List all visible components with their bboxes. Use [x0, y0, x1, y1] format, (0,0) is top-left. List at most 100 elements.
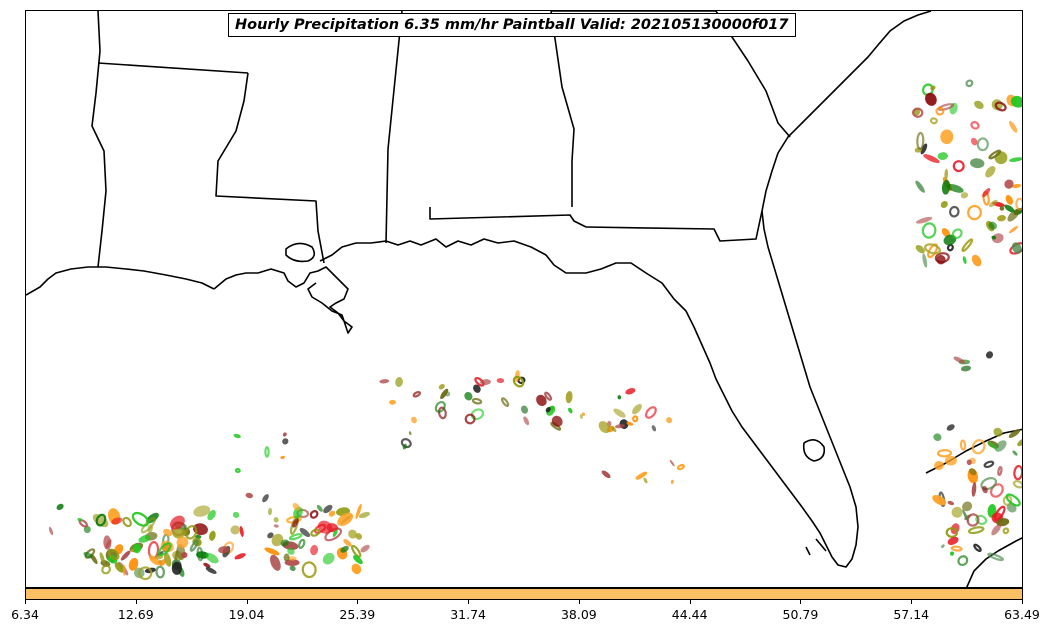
gulf-coastline: [319, 210, 859, 568]
precip-paintball: [464, 391, 473, 401]
precip-paintball: [930, 85, 936, 91]
precip-paintball: [971, 482, 977, 497]
precip-paintball: [632, 415, 639, 423]
precip-paintball: [131, 511, 150, 527]
precip-paintball: [189, 539, 199, 552]
precip-paintball: [967, 526, 985, 535]
precip-paintball: [993, 427, 1003, 437]
precip-paintball: [973, 543, 982, 552]
precip-paintball: [1012, 242, 1022, 254]
precip-paintball: [103, 535, 112, 550]
precip-paintball: [298, 538, 306, 549]
colorbar-tick-mark: [800, 600, 802, 604]
colorbar-tick-label: 19.04: [228, 607, 265, 622]
precip-paintball: [353, 555, 363, 565]
precip-paintball: [611, 426, 617, 433]
precip-paintball: [267, 507, 273, 516]
precip-paintball: [313, 523, 327, 534]
precip-paintball: [944, 455, 957, 466]
precip-paintball: [196, 551, 209, 559]
precip-paintball: [945, 527, 958, 538]
precip-paintball: [464, 413, 476, 425]
title-box: Hourly Precipitation 6.35 mm/hr Paintbal…: [228, 13, 796, 37]
precip-paintball: [966, 459, 972, 466]
precip-paintball: [952, 160, 965, 173]
precip-paintball: [301, 561, 317, 579]
precip-paintball: [1002, 527, 1010, 535]
precip-paintball: [625, 388, 636, 395]
precip-paintball: [122, 564, 126, 577]
colorbar-tick-mark: [578, 600, 580, 604]
precip-paintball: [292, 518, 299, 528]
precip-paintball: [614, 424, 625, 429]
precip-paintball: [262, 494, 269, 503]
precip-paintball: [988, 149, 1002, 160]
precip-paintball: [970, 137, 978, 146]
precip-paintball: [355, 503, 362, 520]
precip-paintball: [644, 406, 657, 419]
colorbar-tick-label: 38.09: [560, 607, 597, 622]
precip-paintball: [132, 543, 142, 554]
precip-paintball: [1007, 208, 1020, 222]
precip-paintball: [95, 513, 107, 527]
precip-paintball: [193, 505, 211, 517]
precip-paintball: [283, 553, 290, 562]
precip-paintball: [218, 546, 230, 554]
atlantic-coastline: [761, 11, 932, 212]
precip-paintball: [299, 527, 311, 538]
precip-paintball: [994, 440, 1007, 452]
precip-paintball: [163, 552, 172, 567]
precip-paintball: [940, 129, 954, 145]
precip-paintball: [120, 550, 131, 561]
precip-paintball: [395, 377, 403, 387]
precip-paintball: [408, 431, 412, 436]
precip-paintball: [169, 515, 185, 530]
precip-paintball: [355, 533, 362, 540]
precip-paintball: [411, 416, 417, 424]
precip-paintball: [402, 443, 407, 450]
precip-paintball: [162, 528, 173, 537]
precip-paintball: [77, 518, 83, 522]
precip-paintball: [288, 533, 303, 541]
precip-paintball: [138, 535, 151, 543]
precip-paintball: [332, 529, 338, 537]
precip-paintball: [520, 405, 529, 414]
precip-paintball: [579, 414, 583, 420]
precip-paintball: [474, 376, 485, 387]
precipitation-paintballs: [48, 79, 1022, 581]
lake-okeechobee: [802, 439, 826, 462]
precip-paintball: [946, 183, 964, 193]
precip-paintball: [496, 378, 505, 384]
precip-paintball: [205, 552, 219, 564]
precip-paintball: [960, 365, 972, 372]
precip-paintball: [282, 438, 289, 445]
precip-paintball: [176, 536, 189, 549]
precip-paintball: [617, 395, 622, 400]
precip-paintball: [921, 222, 937, 239]
precip-paintball: [670, 479, 674, 484]
precip-paintball: [991, 233, 1004, 244]
state-border-la-tx: [91, 11, 107, 268]
precip-paintball: [289, 565, 296, 572]
precip-paintball: [957, 555, 969, 567]
precip-paintball: [288, 556, 297, 561]
precip-paintball: [941, 228, 951, 238]
precip-paintball: [544, 391, 553, 401]
louisiana-lake: [285, 242, 316, 263]
precip-paintball: [1013, 464, 1022, 481]
precip-paintball: [1004, 179, 1014, 189]
precip-paintball: [947, 536, 959, 545]
precip-paintball: [147, 524, 153, 533]
colorbar-tick-label: 50.79: [782, 607, 819, 622]
texas-coastline: [26, 266, 215, 296]
precip-paintball: [933, 433, 942, 441]
precip-paintball: [234, 467, 241, 474]
precip-paintball: [953, 356, 966, 364]
colorbar-tick-label: 6.34: [11, 607, 39, 622]
precip-paintball: [138, 566, 153, 581]
precip-paintball: [951, 506, 963, 518]
precip-paintball: [932, 495, 947, 506]
coastline-and-borders: [26, 11, 1022, 587]
precip-paintball: [982, 187, 991, 198]
precip-paintball: [99, 552, 105, 564]
